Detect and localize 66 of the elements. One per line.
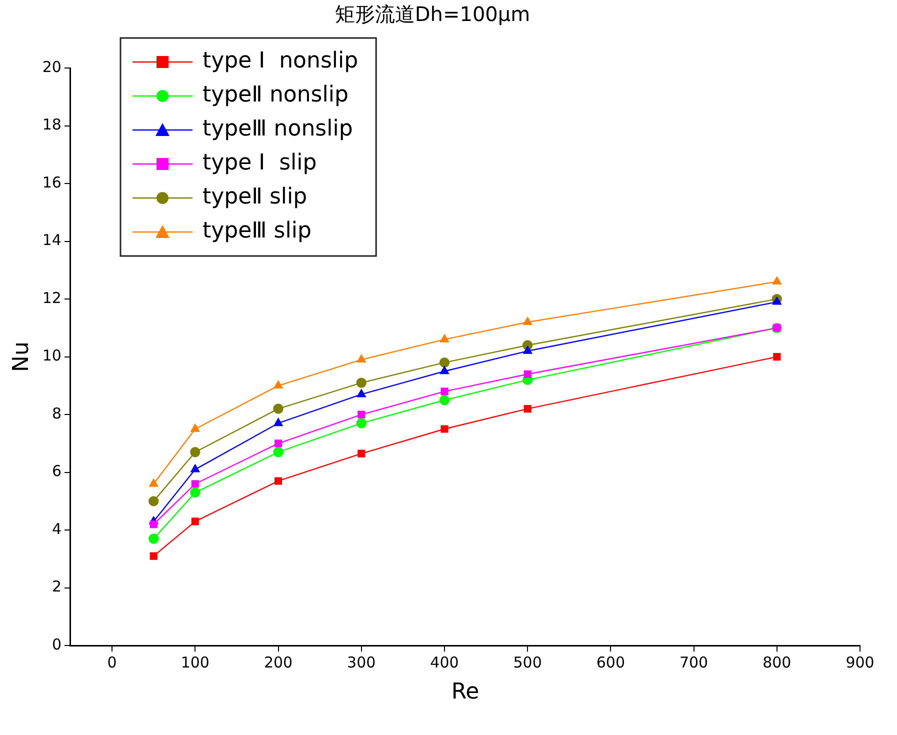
point [148, 534, 159, 544]
point [190, 447, 200, 458]
y-tick-label: 10 [42, 346, 62, 365]
x-tick-label: 500 [513, 653, 542, 672]
point [356, 354, 366, 363]
point [773, 353, 781, 361]
y-tick-label: 6 [52, 462, 62, 480]
y-tick-label: 14 [42, 231, 62, 250]
point [439, 395, 450, 406]
x-tick-label: 0 [107, 653, 117, 672]
point [190, 464, 200, 472]
point [440, 388, 448, 396]
point [440, 425, 448, 433]
point [190, 487, 200, 498]
y-tick-label: 8 [52, 404, 62, 422]
chart-title: 矩形流道Dh=100μm [334, 2, 530, 26]
point [273, 404, 284, 414]
x-tick-label: 200 [264, 653, 293, 672]
y-tick-label: 2 [52, 578, 62, 596]
x-tick-label: 300 [347, 653, 376, 672]
point [358, 450, 366, 458]
point [273, 447, 284, 458]
x-tick-label: 400 [430, 653, 459, 672]
x-tick-label: 900 [846, 653, 874, 672]
x-tick-label: 100 [180, 653, 210, 672]
point [150, 520, 158, 528]
legend-label: type Ⅰ nonslip [202, 48, 358, 74]
point [523, 317, 532, 325]
point [439, 357, 450, 368]
point [274, 380, 283, 389]
point [191, 518, 199, 526]
point [274, 440, 282, 448]
point [356, 389, 366, 398]
legend-label: typeⅡ nonslip [202, 82, 348, 108]
point [191, 480, 199, 488]
point [356, 418, 366, 428]
point [523, 346, 532, 354]
point [772, 276, 782, 285]
y-axis-title: Nu [8, 342, 34, 372]
point [772, 296, 782, 305]
point [149, 478, 158, 487]
point [440, 366, 449, 374]
point [356, 378, 366, 388]
x-tick-label: 700 [679, 653, 708, 672]
point [524, 370, 532, 378]
point [190, 424, 200, 432]
x-axis-title: Re [451, 680, 480, 705]
legend-label: typeⅡ slip [202, 184, 308, 210]
x-tick-label: 800 [762, 653, 792, 672]
y-tick-label: 0 [52, 635, 62, 654]
y-tick-label: 18 [42, 116, 62, 134]
y-tick-label: 16 [42, 173, 62, 192]
point [358, 410, 366, 418]
x-tick-label: 600 [596, 653, 625, 672]
y-tick-label: 4 [52, 520, 62, 538]
legend-label: typeⅢ nonslip [202, 116, 353, 142]
point [148, 496, 159, 506]
point [274, 418, 283, 426]
y-tick-label: 20 [42, 58, 62, 76]
legend-label: typeⅢ slip [202, 218, 312, 244]
point [150, 552, 158, 560]
point [274, 477, 282, 485]
point [440, 334, 449, 342]
y-tick-label: 12 [42, 288, 62, 307]
point [524, 405, 532, 413]
legend-label: type Ⅰ slip [202, 150, 317, 176]
